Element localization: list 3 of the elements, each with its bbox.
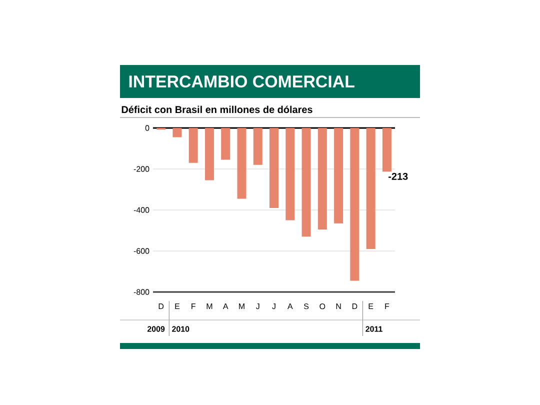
chart-title: INTERCAMBIO COMERCIAL xyxy=(129,76,354,88)
chart-subtitle: Déficit con Brasil en millones de dólares xyxy=(122,106,312,114)
data-label: -213 xyxy=(388,172,408,180)
